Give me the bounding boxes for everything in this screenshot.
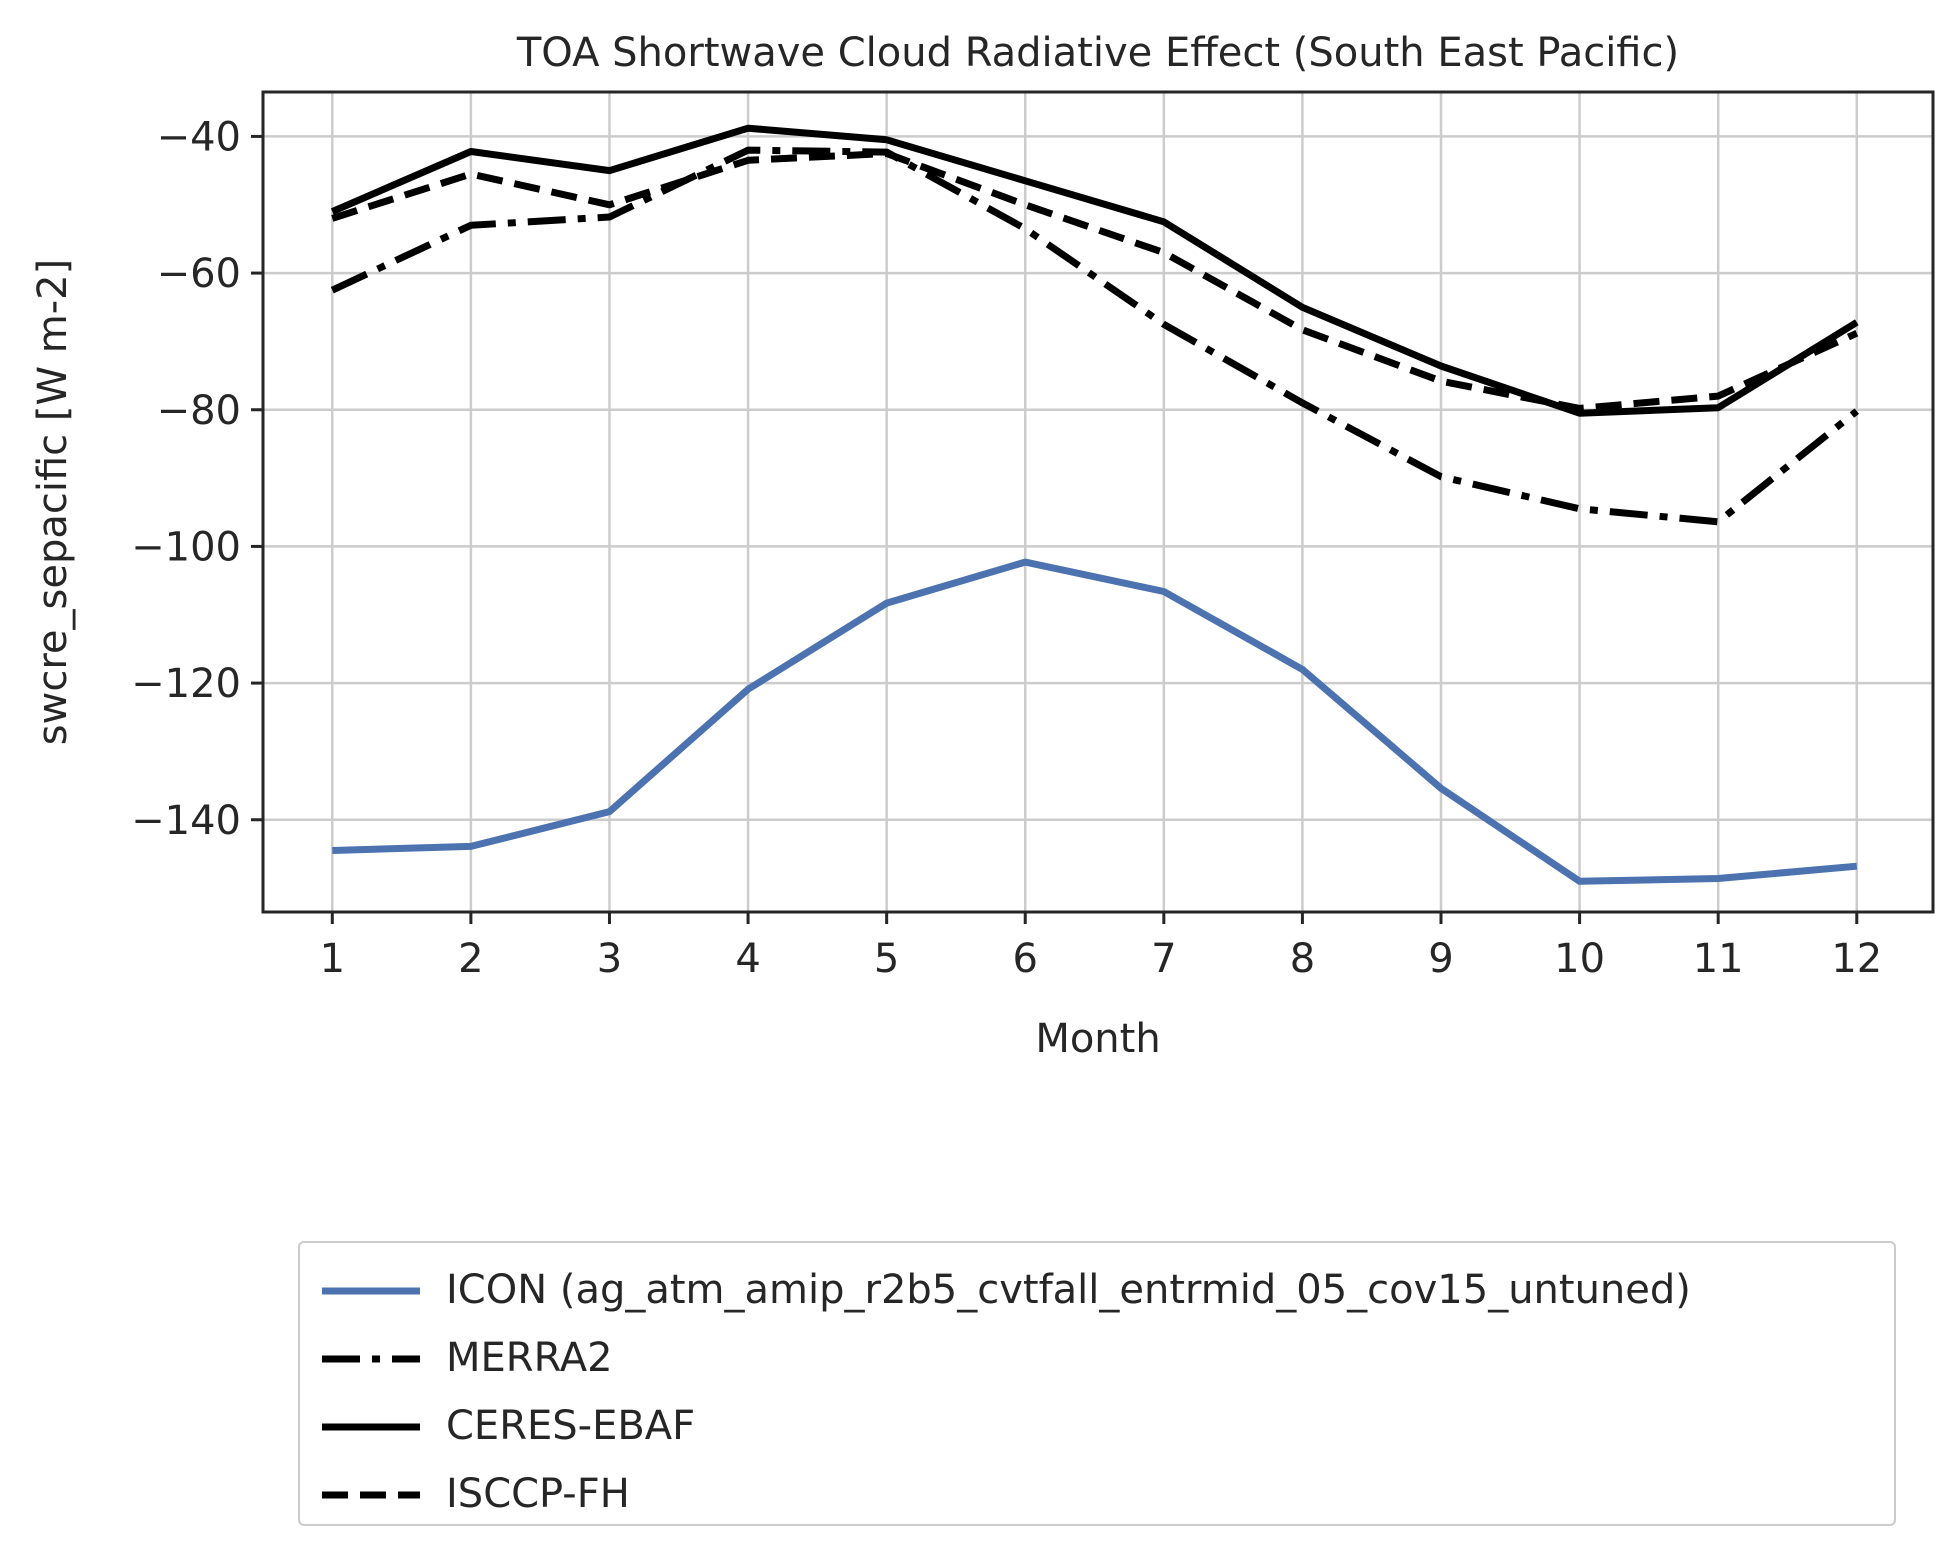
legend-label-ceres: CERES-EBAF (446, 1403, 696, 1449)
series-line-3 (331, 150, 1859, 412)
x-tick-label: 10 (1554, 936, 1605, 982)
x-tick-label: 3 (597, 936, 622, 982)
legend-label-icon: ICON (ag_atm_amip_r2b5_cvtfall_entrmid_0… (446, 1267, 1691, 1313)
legend: ICON (ag_atm_amip_r2b5_cvtfall_entrmid_0… (298, 1241, 1896, 1526)
x-tick-label: 11 (1693, 936, 1744, 982)
legend-item-ceres: CERES-EBAF (320, 1393, 1880, 1459)
y-tick-label: −80 (157, 388, 241, 434)
x-tick-label: 4 (735, 936, 760, 982)
y-tick-label: −100 (131, 524, 241, 570)
y-tick-label: −120 (131, 661, 241, 707)
x-tick-label: 8 (1290, 936, 1315, 982)
legend-item-isccp: ISCCP-FH (320, 1461, 1880, 1527)
chart-title: TOA Shortwave Cloud Radiative Effect (So… (516, 30, 1679, 76)
y-tick-label: −60 (157, 251, 241, 297)
legend-line-merra2 (322, 1355, 420, 1363)
legend-item-icon: ICON (ag_atm_amip_r2b5_cvtfall_entrmid_0… (320, 1257, 1880, 1323)
legend-line-isccp (322, 1491, 420, 1499)
x-axis-label: Month (1035, 1016, 1160, 1062)
y-axis-ticks: −40 −60 −80 −100 −120 −140 (131, 114, 263, 844)
series-line-2 (330, 124, 1859, 417)
plot-frame (261, 90, 1935, 914)
series-line-0 (332, 558, 1858, 885)
x-tick-label: 9 (1428, 936, 1453, 982)
grid (263, 92, 1933, 912)
legend-label-isccp: ISCCP-FH (446, 1471, 630, 1517)
x-axis-ticks: 1 2 3 4 5 6 7 8 9 10 11 12 (320, 912, 1882, 982)
x-tick-label: 6 (1013, 936, 1038, 982)
legend-line-ceres (322, 1423, 420, 1431)
series-line-1 (330, 146, 1859, 526)
x-tick-label: 2 (458, 936, 483, 982)
legend-label-merra2: MERRA2 (446, 1335, 613, 1381)
x-tick-label: 7 (1151, 936, 1176, 982)
x-tick-label: 1 (320, 936, 345, 982)
legend-line-icon (322, 1287, 420, 1295)
x-tick-label: 5 (874, 936, 899, 982)
x-tick-label: 12 (1831, 936, 1882, 982)
y-axis-label: swcre_sepacific [W m-2] (30, 259, 76, 745)
series-layer (330, 124, 1859, 885)
y-tick-label: −140 (131, 798, 241, 844)
legend-item-merra2: MERRA2 (320, 1325, 1880, 1391)
y-tick-label: −40 (157, 114, 241, 160)
